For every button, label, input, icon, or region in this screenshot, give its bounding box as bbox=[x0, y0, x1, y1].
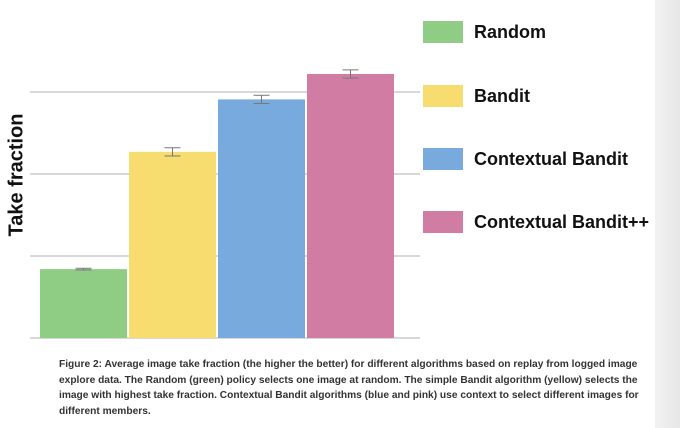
legend-item-bandit: Bandit bbox=[423, 85, 530, 107]
bar-contextual-bandit-plus-plus bbox=[307, 73, 394, 339]
legend-label: Contextual Bandit bbox=[474, 148, 629, 169]
bar-contextual-bandit bbox=[218, 99, 305, 338]
bar-random bbox=[40, 269, 127, 338]
legend-swatch-green bbox=[423, 21, 463, 43]
legend-swatch-blue bbox=[423, 148, 463, 170]
bar-bandit bbox=[129, 151, 216, 338]
page-edge-shadow bbox=[655, 0, 680, 428]
legend-swatch-pink bbox=[423, 211, 463, 233]
legend-label: Bandit bbox=[474, 85, 530, 106]
legend-item-contextual-bandit-plus: Contextual Bandit++ bbox=[423, 211, 649, 233]
legend-swatch-yellow bbox=[423, 85, 463, 107]
legend-label: Contextual Bandit++ bbox=[474, 211, 650, 232]
legend-label: Random bbox=[474, 21, 546, 42]
legend-item-random: Random bbox=[423, 21, 546, 43]
legend-item-contextual-bandit: Contextual Bandit bbox=[423, 148, 628, 170]
y-axis-label: Take fraction bbox=[5, 113, 28, 237]
figure-caption: Figure 2: Average image take fraction (t… bbox=[59, 359, 639, 417]
